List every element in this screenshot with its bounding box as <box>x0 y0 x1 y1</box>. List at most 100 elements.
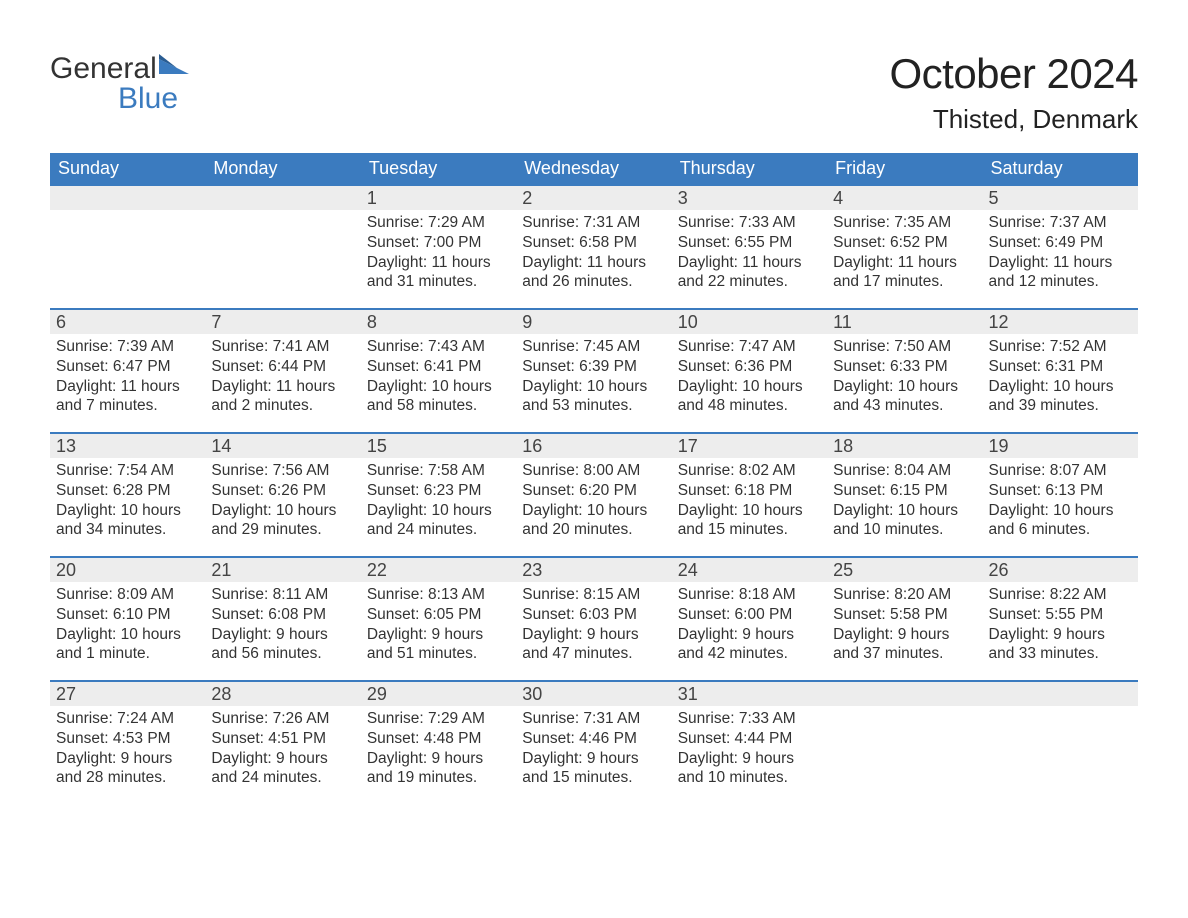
dow-friday: Friday <box>827 153 982 184</box>
day-body: Sunrise: 7:50 AMSunset: 6:33 PMDaylight:… <box>827 334 982 420</box>
day-body <box>827 706 982 713</box>
calendar-week: 1Sunrise: 7:29 AMSunset: 7:00 PMDaylight… <box>50 184 1138 308</box>
calendar-day: 25Sunrise: 8:20 AMSunset: 5:58 PMDayligh… <box>827 558 982 680</box>
calendar-day: 28Sunrise: 7:26 AMSunset: 4:51 PMDayligh… <box>205 682 360 804</box>
calendar-day: 29Sunrise: 7:29 AMSunset: 4:48 PMDayligh… <box>361 682 516 804</box>
daylight-text: Daylight: 11 hours and 26 minutes. <box>522 253 665 293</box>
calendar-day: 13Sunrise: 7:54 AMSunset: 6:28 PMDayligh… <box>50 434 205 556</box>
sunset-text: Sunset: 6:18 PM <box>678 481 821 501</box>
calendar-day: 16Sunrise: 8:00 AMSunset: 6:20 PMDayligh… <box>516 434 671 556</box>
day-number: 30 <box>516 682 671 706</box>
day-number: 27 <box>50 682 205 706</box>
calendar-day: 11Sunrise: 7:50 AMSunset: 6:33 PMDayligh… <box>827 310 982 432</box>
day-body: Sunrise: 7:45 AMSunset: 6:39 PMDaylight:… <box>516 334 671 420</box>
calendar-day: 26Sunrise: 8:22 AMSunset: 5:55 PMDayligh… <box>983 558 1138 680</box>
day-body: Sunrise: 8:04 AMSunset: 6:15 PMDaylight:… <box>827 458 982 544</box>
day-number: 24 <box>672 558 827 582</box>
day-number: 10 <box>672 310 827 334</box>
sunset-text: Sunset: 6:03 PM <box>522 605 665 625</box>
calendar-day: 30Sunrise: 7:31 AMSunset: 4:46 PMDayligh… <box>516 682 671 804</box>
day-body: Sunrise: 7:54 AMSunset: 6:28 PMDaylight:… <box>50 458 205 544</box>
daylight-text: Daylight: 9 hours and 10 minutes. <box>678 749 821 789</box>
sunset-text: Sunset: 6:13 PM <box>989 481 1132 501</box>
sunrise-text: Sunrise: 7:37 AM <box>989 213 1132 233</box>
day-number: 9 <box>516 310 671 334</box>
sunset-text: Sunset: 6:47 PM <box>56 357 199 377</box>
sunset-text: Sunset: 6:31 PM <box>989 357 1132 377</box>
calendar-day: 9Sunrise: 7:45 AMSunset: 6:39 PMDaylight… <box>516 310 671 432</box>
day-number: 26 <box>983 558 1138 582</box>
daylight-text: Daylight: 9 hours and 24 minutes. <box>211 749 354 789</box>
day-number: 23 <box>516 558 671 582</box>
sunset-text: Sunset: 5:55 PM <box>989 605 1132 625</box>
day-body: Sunrise: 7:43 AMSunset: 6:41 PMDaylight:… <box>361 334 516 420</box>
day-body: Sunrise: 7:35 AMSunset: 6:52 PMDaylight:… <box>827 210 982 296</box>
sunset-text: Sunset: 6:49 PM <box>989 233 1132 253</box>
day-body <box>205 210 360 217</box>
day-number: 18 <box>827 434 982 458</box>
calendar: Sunday Monday Tuesday Wednesday Thursday… <box>50 153 1138 804</box>
daylight-text: Daylight: 9 hours and 33 minutes. <box>989 625 1132 665</box>
daylight-text: Daylight: 10 hours and 53 minutes. <box>522 377 665 417</box>
dow-monday: Monday <box>205 153 360 184</box>
day-body: Sunrise: 8:20 AMSunset: 5:58 PMDaylight:… <box>827 582 982 668</box>
daylight-text: Daylight: 9 hours and 47 minutes. <box>522 625 665 665</box>
logo: General Blue <box>50 50 189 114</box>
flag-icon <box>159 50 189 80</box>
calendar-day: 17Sunrise: 8:02 AMSunset: 6:18 PMDayligh… <box>672 434 827 556</box>
sunset-text: Sunset: 7:00 PM <box>367 233 510 253</box>
daylight-text: Daylight: 11 hours and 2 minutes. <box>211 377 354 417</box>
day-number <box>983 682 1138 706</box>
day-number: 21 <box>205 558 360 582</box>
day-body: Sunrise: 7:33 AMSunset: 6:55 PMDaylight:… <box>672 210 827 296</box>
sunset-text: Sunset: 6:39 PM <box>522 357 665 377</box>
calendar-day: 18Sunrise: 8:04 AMSunset: 6:15 PMDayligh… <box>827 434 982 556</box>
calendar-day: 4Sunrise: 7:35 AMSunset: 6:52 PMDaylight… <box>827 186 982 308</box>
sunset-text: Sunset: 6:36 PM <box>678 357 821 377</box>
day-number: 15 <box>361 434 516 458</box>
sunset-text: Sunset: 6:41 PM <box>367 357 510 377</box>
sunset-text: Sunset: 6:05 PM <box>367 605 510 625</box>
day-number: 6 <box>50 310 205 334</box>
daylight-text: Daylight: 9 hours and 56 minutes. <box>211 625 354 665</box>
sunset-text: Sunset: 6:52 PM <box>833 233 976 253</box>
daylight-text: Daylight: 10 hours and 6 minutes. <box>989 501 1132 541</box>
sunset-text: Sunset: 4:48 PM <box>367 729 510 749</box>
calendar-day: 20Sunrise: 8:09 AMSunset: 6:10 PMDayligh… <box>50 558 205 680</box>
day-body: Sunrise: 7:29 AMSunset: 4:48 PMDaylight:… <box>361 706 516 792</box>
sunset-text: Sunset: 4:53 PM <box>56 729 199 749</box>
sunrise-text: Sunrise: 7:54 AM <box>56 461 199 481</box>
calendar-day: 12Sunrise: 7:52 AMSunset: 6:31 PMDayligh… <box>983 310 1138 432</box>
calendar-week: 20Sunrise: 8:09 AMSunset: 6:10 PMDayligh… <box>50 556 1138 680</box>
day-number: 14 <box>205 434 360 458</box>
day-body: Sunrise: 7:41 AMSunset: 6:44 PMDaylight:… <box>205 334 360 420</box>
sunset-text: Sunset: 6:08 PM <box>211 605 354 625</box>
daylight-text: Daylight: 9 hours and 42 minutes. <box>678 625 821 665</box>
day-body: Sunrise: 7:37 AMSunset: 6:49 PMDaylight:… <box>983 210 1138 296</box>
dow-wednesday: Wednesday <box>516 153 671 184</box>
calendar-day: 14Sunrise: 7:56 AMSunset: 6:26 PMDayligh… <box>205 434 360 556</box>
sunset-text: Sunset: 6:23 PM <box>367 481 510 501</box>
sunset-text: Sunset: 6:10 PM <box>56 605 199 625</box>
sunrise-text: Sunrise: 8:00 AM <box>522 461 665 481</box>
day-number <box>50 186 205 210</box>
sunrise-text: Sunrise: 7:35 AM <box>833 213 976 233</box>
day-body <box>50 210 205 217</box>
day-number: 5 <box>983 186 1138 210</box>
calendar-day <box>50 186 205 308</box>
day-body: Sunrise: 7:31 AMSunset: 6:58 PMDaylight:… <box>516 210 671 296</box>
calendar-week: 13Sunrise: 7:54 AMSunset: 6:28 PMDayligh… <box>50 432 1138 556</box>
title-block: October 2024 Thisted, Denmark <box>889 50 1138 135</box>
sunrise-text: Sunrise: 7:45 AM <box>522 337 665 357</box>
day-number: 25 <box>827 558 982 582</box>
daylight-text: Daylight: 10 hours and 15 minutes. <box>678 501 821 541</box>
day-body: Sunrise: 8:07 AMSunset: 6:13 PMDaylight:… <box>983 458 1138 544</box>
daylight-text: Daylight: 9 hours and 15 minutes. <box>522 749 665 789</box>
calendar-day <box>205 186 360 308</box>
daylight-text: Daylight: 11 hours and 12 minutes. <box>989 253 1132 293</box>
sunrise-text: Sunrise: 8:07 AM <box>989 461 1132 481</box>
sunrise-text: Sunrise: 7:52 AM <box>989 337 1132 357</box>
calendar-day: 10Sunrise: 7:47 AMSunset: 6:36 PMDayligh… <box>672 310 827 432</box>
daylight-text: Daylight: 9 hours and 28 minutes. <box>56 749 199 789</box>
calendar-day: 7Sunrise: 7:41 AMSunset: 6:44 PMDaylight… <box>205 310 360 432</box>
